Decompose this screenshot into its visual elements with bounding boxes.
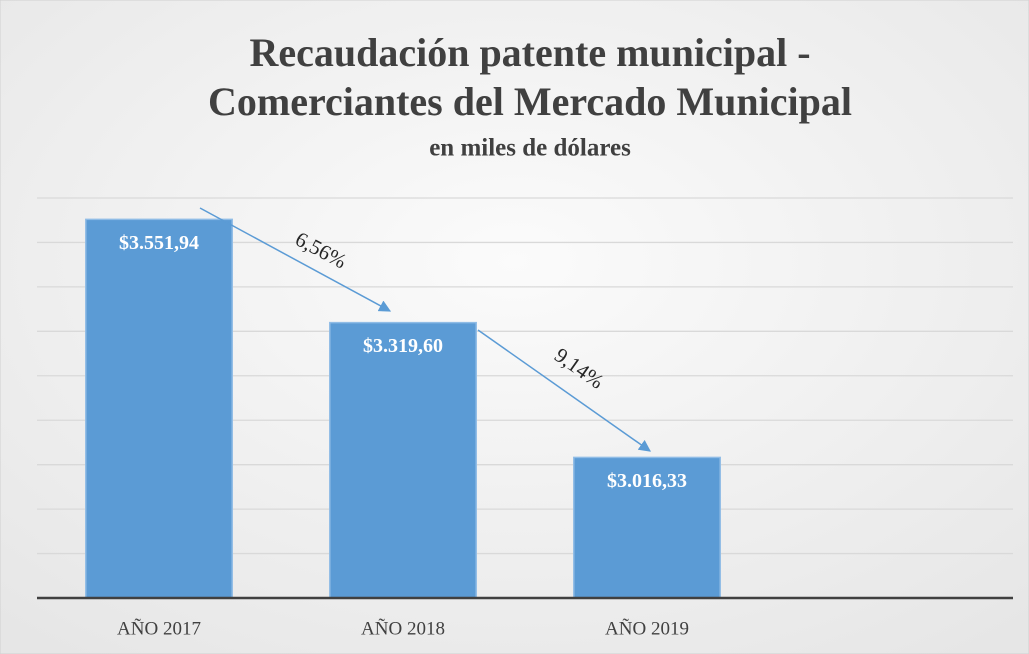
arrow xyxy=(199,207,392,312)
bar xyxy=(329,321,477,599)
x-tick-label: AÑO 2017 xyxy=(117,617,201,639)
data-label: $3.016,33 xyxy=(607,470,687,492)
x-tick-label: AÑO 2019 xyxy=(605,617,689,639)
chart-title: Comerciantes del Mercado Municipal xyxy=(208,79,852,124)
chart-subtitle: en miles de dólares xyxy=(429,135,631,162)
data-label: $3.551,94 xyxy=(119,232,199,254)
plot: AÑO 2017 $3.551,94 AÑO 2018 $3.319,60 AÑO 20… xyxy=(37,197,1013,639)
bar xyxy=(573,456,721,599)
bar xyxy=(85,218,233,599)
x-tick-label: AÑO 2018 xyxy=(361,617,445,639)
chart-title: Recaudación patente municipal - xyxy=(249,30,810,75)
arrow xyxy=(477,329,651,452)
data-label: $3.319,60 xyxy=(363,335,443,357)
